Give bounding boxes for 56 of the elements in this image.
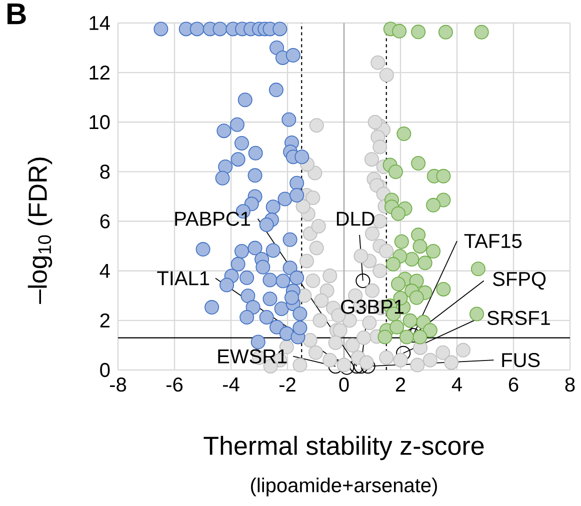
point [436, 282, 451, 296]
point [388, 164, 403, 179]
annotation: TAF15 [464, 234, 522, 248]
x-tick-label: 0 [339, 378, 349, 392]
point [390, 206, 406, 221]
annotation: EWSR1 [218, 349, 287, 364]
y-axis-title: –log$_{10}$ (FDR) [28, 158, 52, 304]
x-tick-label: -2 [280, 378, 296, 392]
point [411, 156, 426, 171]
x-tick-label: -4 [223, 378, 240, 392]
annotation: SRSF1 [487, 310, 550, 326]
point [392, 24, 407, 38]
annotation: TIAL1 [157, 271, 210, 286]
point [404, 252, 420, 266]
point [412, 330, 428, 344]
point [426, 244, 441, 259]
annotation: DLD [336, 212, 374, 226]
annotation: SFPQ [493, 272, 546, 290]
point [436, 168, 451, 184]
y-tick-label: 4 [100, 264, 110, 278]
point [399, 330, 414, 344]
point [390, 276, 406, 292]
x-tick-label: -8 [110, 378, 126, 392]
point [411, 24, 426, 40]
point [426, 198, 441, 212]
y-tick-label: 6 [100, 214, 110, 228]
point [409, 290, 424, 305]
point [422, 323, 438, 338]
point [390, 320, 404, 334]
point [474, 24, 489, 40]
point [396, 126, 412, 142]
x-tick-label: 8 [565, 378, 575, 392]
point [386, 256, 400, 272]
annotation: PABPC1 [175, 212, 250, 226]
y-tick-label: 10 [90, 115, 110, 130]
x-tick-label: 2 [396, 378, 406, 392]
x-tick-label: 6 [508, 378, 518, 392]
annotation: FUS [502, 353, 540, 368]
y-tick-label: 12 [90, 66, 110, 80]
point [412, 239, 428, 254]
point [402, 313, 418, 328]
y-tick-label: 14 [90, 16, 110, 30]
text: (lipoamide+arsenate) [251, 478, 437, 496]
point [418, 256, 432, 270]
x-tick-label: -6 [166, 378, 183, 392]
y-tick-label: 8 [100, 164, 110, 179]
x-axis-title: Thermal stability z-score [204, 436, 484, 460]
point [394, 234, 409, 249]
point [470, 306, 484, 322]
y-tick-label: 0 [100, 362, 110, 378]
point [438, 24, 453, 40]
chart-title: B [8, 4, 26, 24]
x-tick-label: 4 [452, 378, 462, 392]
point [378, 330, 392, 344]
y-tick-label: 2 [100, 313, 110, 328]
point [470, 262, 486, 276]
